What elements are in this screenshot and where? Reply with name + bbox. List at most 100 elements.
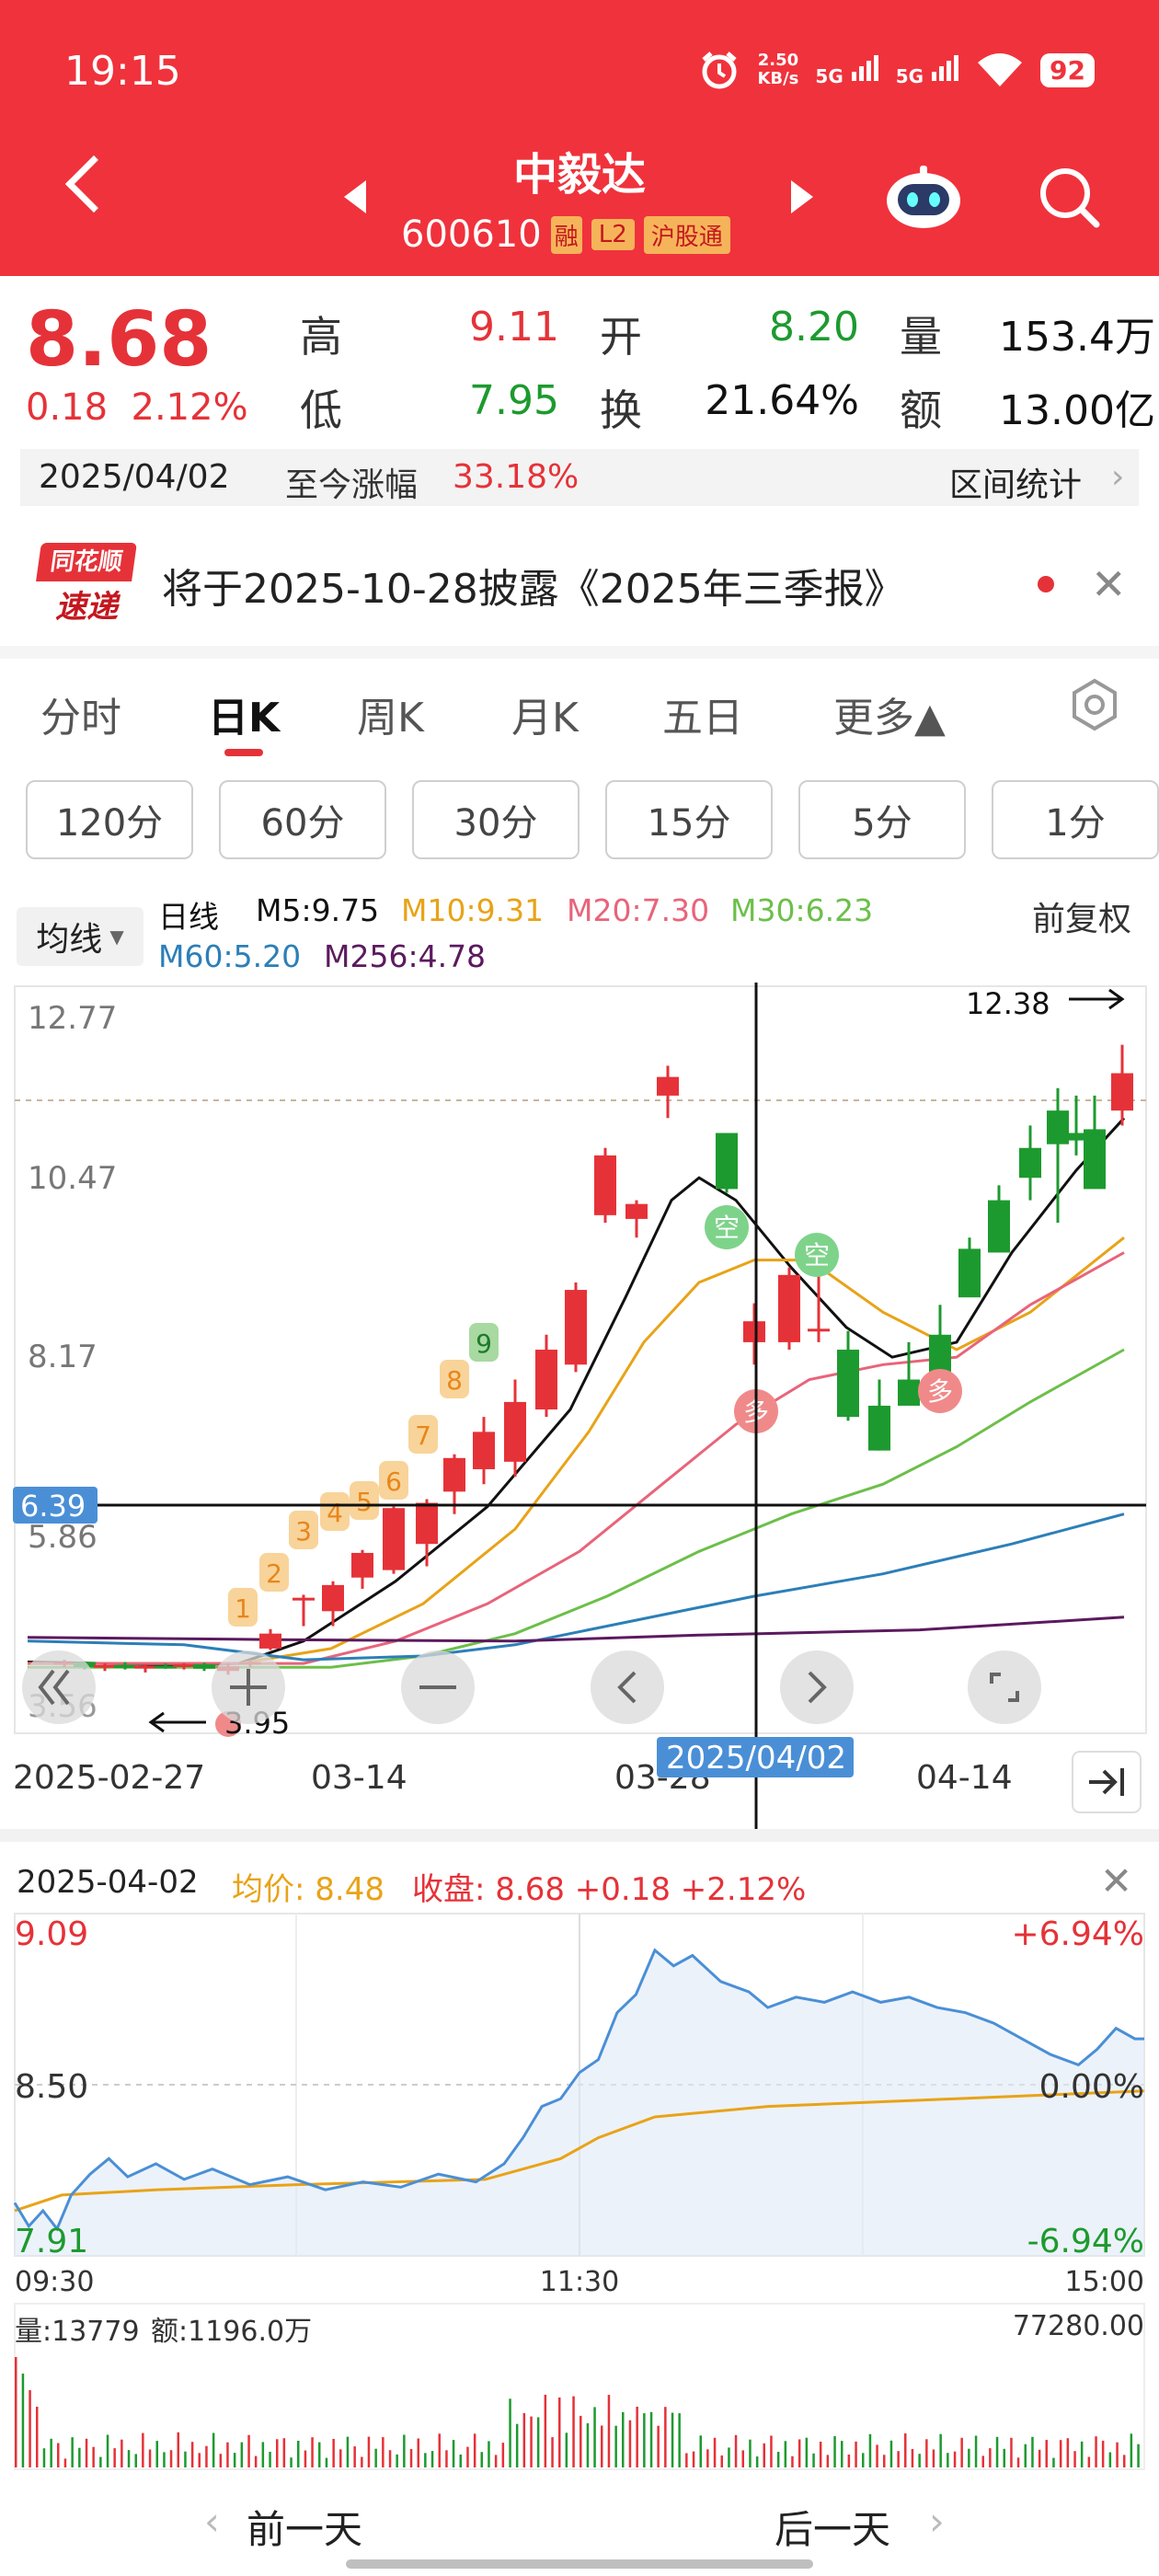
intraday-chart[interactable]: 9.09 8.50 7.91 +6.94% 0.00% -6.94% 09:30…: [0, 1903, 1159, 2491]
tab-more[interactable]: 更多▲: [833, 695, 946, 742]
volume-bar: [205, 2445, 208, 2467]
range-gain-value: 33.18%: [453, 458, 580, 496]
tab-weekly-k[interactable]: 周K: [357, 695, 424, 742]
td-badge-label: 8: [446, 1365, 463, 1396]
intraday-date: 2025-04-02: [17, 1864, 199, 1901]
volume-bar: [692, 2451, 695, 2467]
volume-bar: [763, 2443, 765, 2467]
alarm-icon: [702, 52, 738, 89]
stock-code: 600610: [401, 213, 542, 256]
range-stats-link[interactable]: 区间统计: [949, 466, 1083, 504]
volume-bar: [1010, 2437, 1013, 2467]
volume-bar: [106, 2434, 109, 2467]
candle-body: [504, 1401, 526, 1462]
volume-bar: [148, 2449, 152, 2467]
scroll-left-button[interactable]: [591, 1650, 664, 1724]
prev-stock-button[interactable]: [344, 180, 366, 213]
candle-body: [565, 1290, 587, 1365]
interval-1m[interactable]: 1分: [992, 780, 1159, 859]
volume-bar: [989, 2448, 992, 2467]
volume-bar: [734, 2434, 738, 2467]
status-time: 19:15: [64, 48, 181, 95]
tab-monthly-k[interactable]: 月K: [511, 695, 579, 742]
next-stock-button[interactable]: [791, 180, 813, 213]
volume-bar: [430, 2451, 434, 2467]
interval-15m[interactable]: 15分: [605, 780, 773, 859]
range-gain-label: 至今涨幅: [285, 466, 419, 504]
volume-bar: [417, 2438, 419, 2467]
current-price: 8.68: [26, 296, 212, 384]
volume-bar: [918, 2454, 921, 2467]
volume-bar: [1095, 2436, 1097, 2467]
volume-bars: [15, 2357, 1140, 2467]
volume-bar: [304, 2450, 307, 2467]
search-icon[interactable]: [1036, 164, 1102, 230]
volume-bar: [212, 2432, 215, 2467]
close-icon[interactable]: ✕: [1091, 559, 1127, 609]
jump-start-button[interactable]: [22, 1650, 96, 1724]
volume-bar: [21, 2374, 25, 2467]
volume-bar: [805, 2437, 809, 2467]
volume-bar: [925, 2439, 928, 2467]
candle-body: [351, 1552, 373, 1578]
volume-bar: [42, 2448, 46, 2467]
amount-label: 额: [900, 385, 942, 435]
candle-body: [868, 1405, 890, 1451]
high-value: 9.11: [469, 304, 559, 351]
robot-assistant-icon[interactable]: [883, 164, 964, 230]
tab-daily-k[interactable]: 日K: [208, 695, 281, 742]
close-icon[interactable]: ✕: [1100, 1858, 1133, 1903]
range-stats-bar[interactable]: 2025/04/02 至今涨幅 33.18% 区间统计 ›: [20, 449, 1139, 506]
ma-selector[interactable]: 均线 ▼: [17, 907, 143, 966]
volume-max: 77280.00: [1013, 2310, 1144, 2342]
level2-tag: L2: [591, 219, 635, 250]
volume-bar: [36, 2407, 39, 2467]
date-tick: 04-14: [916, 1759, 1013, 1797]
tab-timeshare[interactable]: 分时: [40, 695, 121, 742]
volume-bar: [580, 2415, 582, 2467]
volume-bar: [1130, 2433, 1133, 2467]
interval-30m[interactable]: 30分: [412, 780, 580, 859]
volume-bar: [1087, 2456, 1091, 2467]
volume-bar: [261, 2442, 265, 2467]
volume-bar: [1052, 2457, 1055, 2467]
adjust-mode[interactable]: 前复权: [1032, 901, 1132, 938]
volume-bar: [812, 2453, 815, 2467]
news-headline[interactable]: 将于2025-10-28披露《2025年三季报》: [162, 566, 905, 613]
prev-day-button[interactable]: 前一天: [247, 2507, 363, 2552]
volume-bar: [819, 2442, 822, 2467]
volume-bar: [522, 2413, 526, 2467]
status-icons: 2.50 KB/s 5G 5G 92: [698, 44, 1095, 96]
intraday-header: 2025-04-02 均价: 8.48 收盘: 8.68 +0.18 +2.12…: [0, 1829, 1159, 1908]
fullscreen-button[interactable]: [968, 1650, 1041, 1724]
volume-bar: [445, 2450, 448, 2467]
volume-bar: [558, 2398, 561, 2467]
volume-bar: [297, 2441, 300, 2467]
volume-label: 量:13779: [15, 2316, 140, 2348]
volume-bar: [544, 2395, 547, 2467]
volume-bar: [868, 2433, 872, 2467]
td-badge-label: 4: [327, 1498, 343, 1528]
volume-bar: [92, 2446, 95, 2467]
next-day-button[interactable]: 后一天: [775, 2507, 891, 2552]
candle-body: [155, 1665, 177, 1669]
interval-5m[interactable]: 5分: [798, 780, 966, 859]
range-start-date: 2025/04/02: [39, 458, 230, 496]
volume-bar: [755, 2456, 759, 2467]
interval-120m[interactable]: 120分: [26, 780, 193, 859]
ma60-value: M60:5.20: [158, 938, 302, 974]
volume-bar: [57, 2443, 60, 2467]
td-badge: [379, 1461, 408, 1500]
volume-bar: [897, 2451, 900, 2467]
low-value: 7.95: [469, 377, 559, 424]
short-signal-label: 空: [714, 1213, 740, 1243]
volume-bar: [530, 2416, 533, 2467]
interval-60m[interactable]: 60分: [219, 780, 386, 859]
kline-chart[interactable]: 12.77 10.47 8.17 5.86 3.56 123456789空空多多…: [0, 981, 1159, 1836]
candle-body: [716, 1133, 738, 1190]
volume-bar: [1116, 2442, 1119, 2467]
tab-five-day[interactable]: 五日: [662, 695, 743, 742]
scroll-right-button[interactable]: [780, 1650, 854, 1724]
settings-icon[interactable]: [1067, 677, 1122, 732]
